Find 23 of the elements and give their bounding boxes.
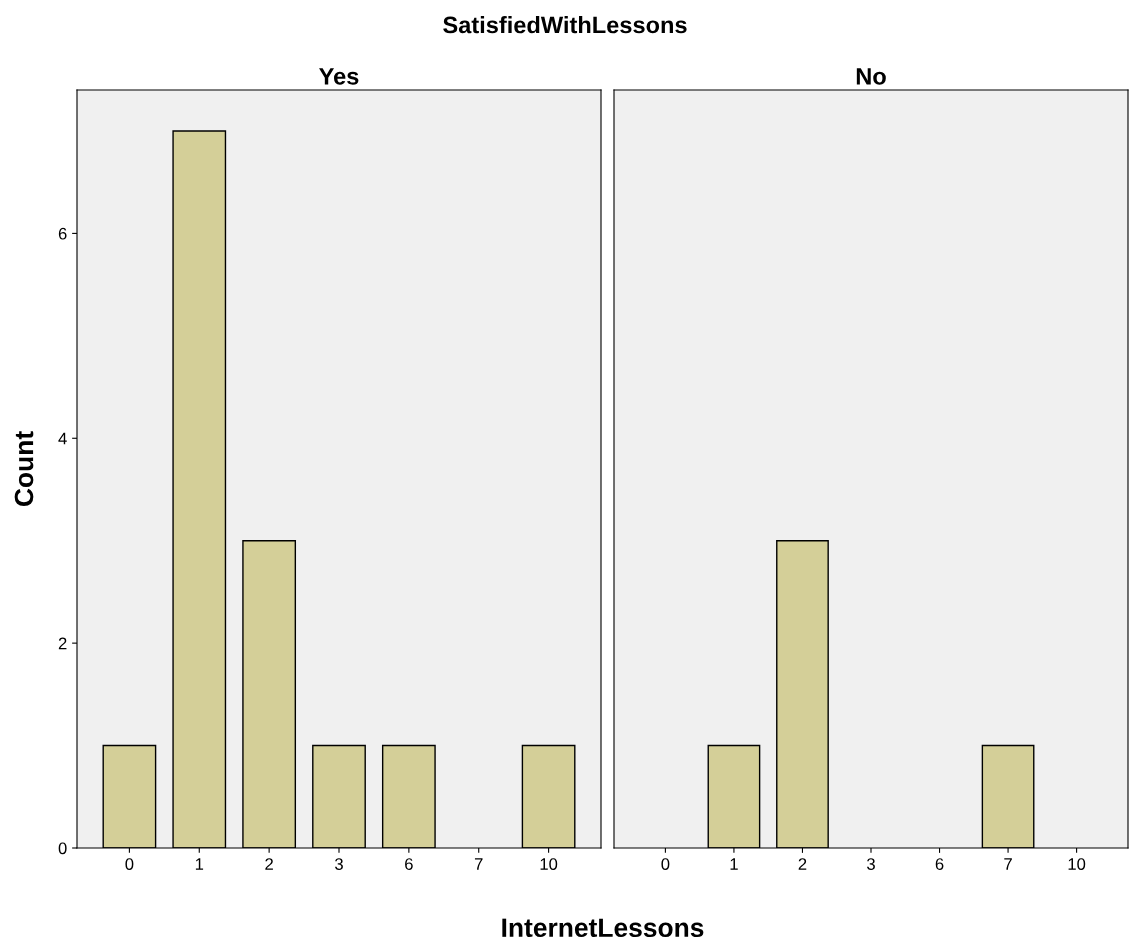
y-tick-label: 2	[58, 637, 67, 650]
x-tick-label: 2	[798, 858, 807, 870]
y-tick-label: 6	[58, 227, 67, 240]
x-tick-label: 1	[195, 858, 204, 870]
y-tick-label: 4	[58, 432, 67, 445]
x-tick-label: 10	[540, 858, 558, 870]
x-tick-label: 3	[335, 858, 343, 870]
x-tick-label: 0	[125, 858, 134, 870]
x-tick-label: 1	[730, 858, 738, 870]
x-tick-label: 7	[474, 858, 483, 870]
x-tick-label: 6	[405, 858, 413, 870]
x-tick-label: 2	[265, 858, 273, 870]
chart-subtitle: Yes	[319, 68, 359, 85]
chart-title: SatisfiedWithLessons	[443, 16, 687, 34]
x-tick-label: 6	[935, 858, 944, 870]
y-tick-label: 0	[58, 842, 67, 855]
x-tick-label: 3	[867, 858, 875, 870]
x-axis-title: InternetLessons	[502, 918, 704, 938]
y-axis-title: Count	[14, 431, 34, 507]
x-tick-label: 10	[1068, 858, 1086, 870]
chart-subtitle: No	[856, 68, 886, 85]
x-tick-label: 7	[1004, 858, 1012, 870]
x-tick-label: 0	[661, 858, 670, 870]
